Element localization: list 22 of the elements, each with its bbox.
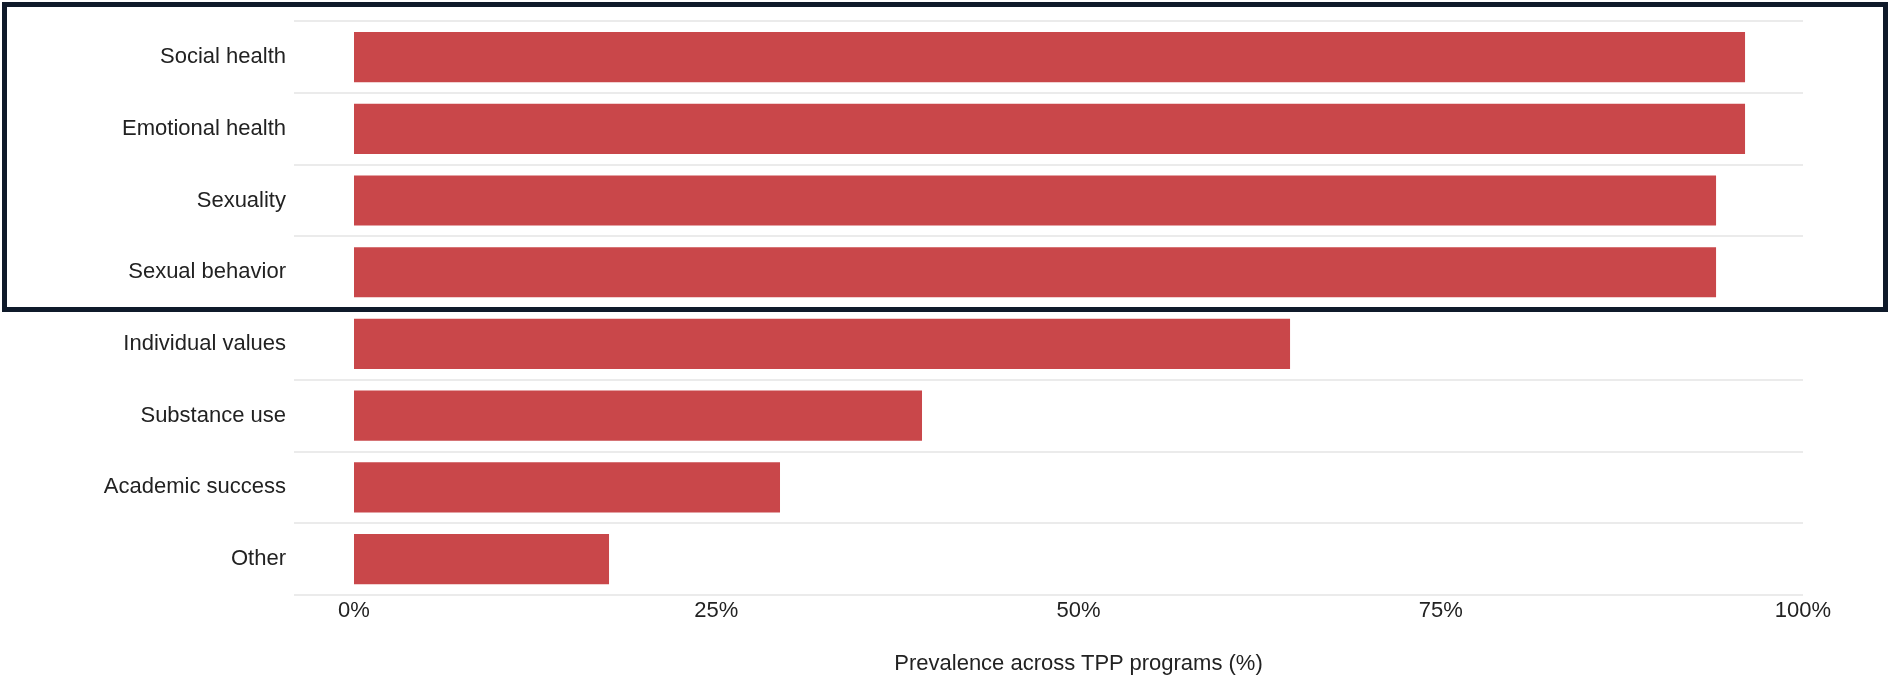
x-tick-label: 50% — [1056, 597, 1101, 623]
y-tick-label: Sexual behavior — [128, 258, 286, 284]
y-tick-label: Social health — [160, 43, 286, 69]
bar — [354, 318, 1291, 370]
x-axis-title: Prevalence across TPP programs (%) — [894, 649, 1263, 675]
bar — [354, 390, 923, 441]
x-tick-label: 25% — [694, 597, 739, 623]
bar — [354, 103, 1746, 154]
bar — [354, 31, 1746, 83]
bar — [354, 247, 1717, 298]
y-tick-label: Individual values — [123, 330, 286, 356]
bar — [354, 462, 781, 513]
y-tick-label: Sexuality — [196, 186, 286, 212]
y-tick-label: Academic success — [103, 473, 286, 499]
y-tick-label: Emotional health — [122, 114, 286, 140]
y-tick-label: Substance use — [140, 401, 286, 427]
x-tick-label: 100% — [1774, 597, 1832, 623]
y-tick-label: Other — [230, 545, 286, 571]
x-tick-label: 75% — [1418, 597, 1463, 623]
x-tick-label: 0% — [338, 597, 370, 623]
bar — [354, 534, 610, 585]
bar — [354, 175, 1717, 226]
